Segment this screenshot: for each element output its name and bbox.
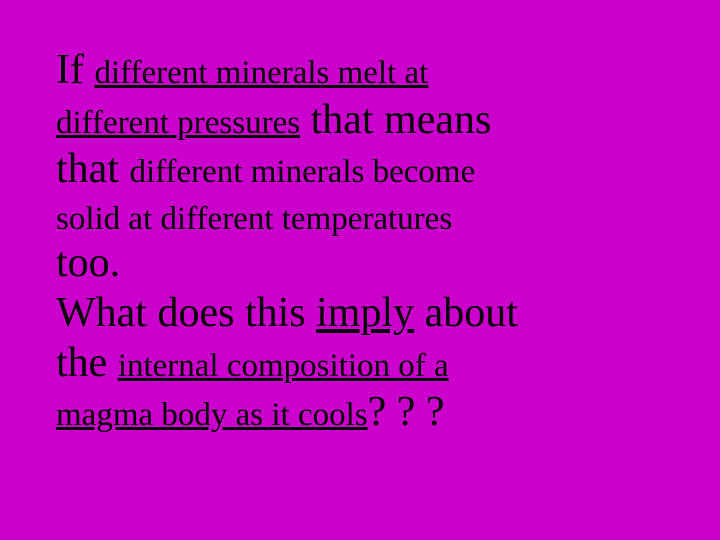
txt-that: that: [56, 146, 129, 192]
txt-phrase2a: different minerals become: [129, 154, 475, 190]
txt-phrase2b: solid at different temperatures: [56, 201, 452, 237]
txt-too: too.: [56, 240, 120, 286]
txt-about: about: [414, 290, 518, 336]
slide-body-text: If different minerals melt at different …: [56, 46, 670, 438]
txt-qmarks: ? ? ?: [368, 389, 445, 435]
txt-phrase3b: magma body as it cools: [56, 397, 368, 433]
txt-phrase1b: different pressures: [56, 105, 300, 141]
txt-imply: imply: [316, 290, 414, 336]
txt-phrase1a: different minerals melt at: [94, 55, 428, 91]
txt-that-means: that means: [300, 97, 491, 143]
txt-phrase3a: internal composition of a: [118, 348, 449, 384]
txt-if: If: [56, 47, 94, 93]
txt-what-does-this: What does this: [56, 290, 316, 336]
txt-the: the: [56, 340, 118, 386]
